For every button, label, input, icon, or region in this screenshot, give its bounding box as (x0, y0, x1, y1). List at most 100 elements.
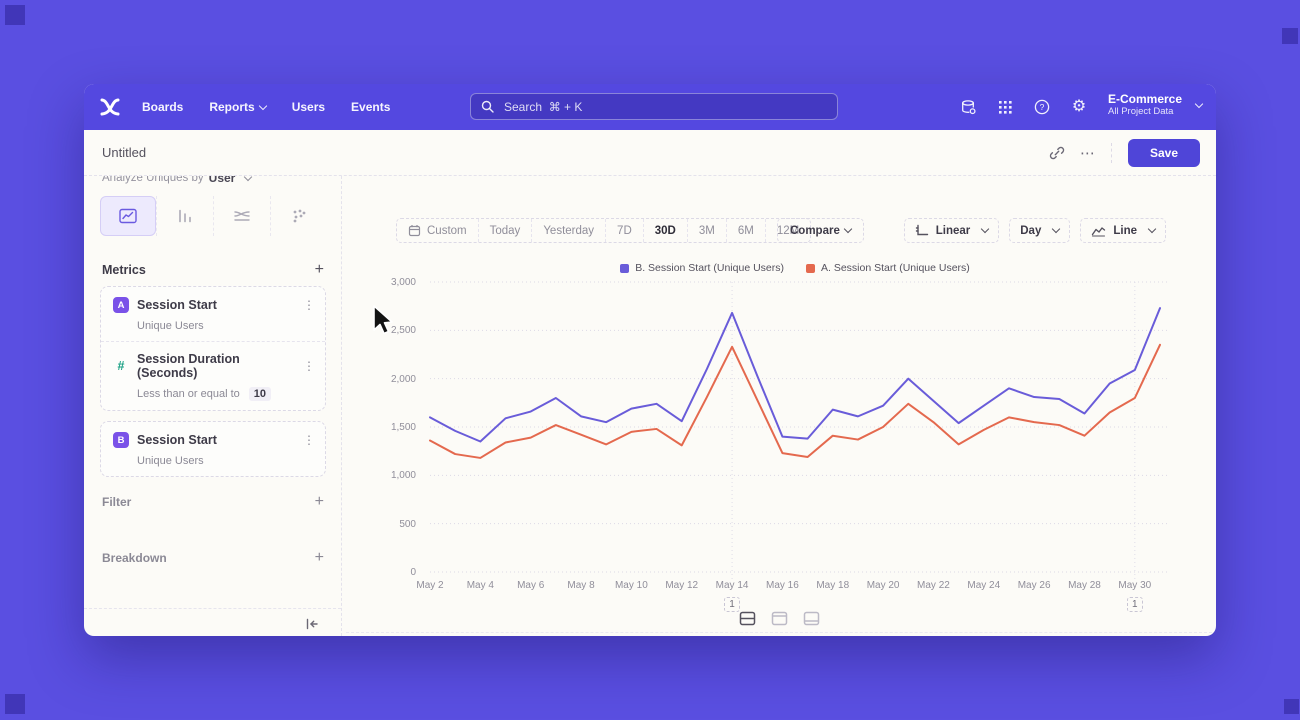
tab-bar-chart[interactable] (156, 196, 213, 236)
more-options-icon[interactable]: ⋯ (1080, 145, 1096, 162)
plot[interactable] (429, 281, 1168, 580)
metric-item-head: B Session Start ⋮ (113, 432, 315, 448)
mouse-cursor (371, 305, 395, 342)
add-breakdown-button[interactable]: + (314, 549, 324, 566)
kebab-menu-icon[interactable]: ⋮ (303, 298, 315, 312)
x-tick-label: May 24 (967, 580, 1001, 591)
metric-filter-value[interactable]: 10 (248, 387, 271, 401)
range-label: Custom (427, 224, 467, 237)
nav-item-users[interactable]: Users (291, 100, 326, 114)
search-icon (481, 100, 494, 113)
apps-grid-icon[interactable] (993, 94, 1017, 120)
metrics-list: A Session Start ⋮ Unique Users # Session Dura… (100, 286, 326, 477)
sidebar-footer (84, 608, 341, 636)
divider (1111, 143, 1113, 163)
nav-item-boards[interactable]: Boards (142, 100, 184, 114)
y-tick-label: 1,500 (390, 422, 416, 433)
range-12m[interactable]: 12M (764, 219, 810, 242)
range-30d[interactable]: 30D (642, 219, 687, 242)
metric-item[interactable]: A Session Start ⋮ Unique Users (101, 287, 325, 341)
calendar-icon (408, 224, 421, 237)
query-sidebar: Analyze Uniques by User Metrics (84, 176, 342, 636)
metric-item-head: # Session Duration (Seconds) ⋮ (113, 352, 315, 380)
report-title[interactable]: Untitled (102, 145, 147, 160)
search-input[interactable] (502, 98, 827, 115)
metric-badge: B (113, 432, 129, 448)
settings-gear-icon[interactable]: ⚙ (1071, 98, 1087, 115)
series-line[interactable] (429, 343, 1161, 459)
kebab-menu-icon[interactable]: ⋮ (303, 433, 315, 447)
range-label: Today (489, 224, 521, 237)
mixpanel-logo[interactable] (99, 97, 121, 117)
metric-subtitle: Less than or equal to 10 (137, 387, 315, 401)
annotation-badge[interactable]: 1 (724, 597, 741, 612)
legend-swatch (806, 263, 815, 273)
y-tick-label: 3,000 (390, 277, 416, 288)
nav-item-reports[interactable]: Reports (209, 100, 267, 114)
layout-table-view-button[interactable] (801, 609, 821, 627)
layout-chart-view-button[interactable] (769, 609, 789, 627)
compare-button[interactable]: Compare (777, 218, 864, 243)
range-label: 12M (776, 224, 800, 237)
x-axis: May 2 May 4 May 6 May 8 May 10 May 12 May 14 Ma… (416, 580, 1160, 594)
kebab-menu-icon[interactable]: ⋮ (303, 359, 315, 373)
x-tick-label: May 6 (517, 580, 545, 591)
data-management-icon[interactable] (956, 94, 980, 120)
annotation-badge[interactable]: 1 (1126, 597, 1143, 612)
x-tick-label: May 10 (614, 580, 648, 591)
chart-type-tabs (100, 196, 327, 236)
y-tick-label: 0 (410, 567, 416, 578)
metric-item[interactable]: B Session Start ⋮ Unique Users (101, 422, 325, 476)
y-tick-label: 2,000 (390, 373, 416, 385)
chart-type-dropdown[interactable]: Line (1080, 218, 1166, 243)
add-metric-button[interactable]: + (314, 261, 324, 278)
save-button[interactable]: Save (1128, 139, 1200, 167)
legend-item[interactable]: A. Session Start (Unique Users) (806, 262, 970, 274)
global-search[interactable] (470, 93, 838, 120)
metrics-section-head: Metrics + (102, 262, 324, 278)
legend-item[interactable]: B. Session Start (Unique Users) (620, 262, 784, 274)
tab-flow-chart[interactable] (213, 196, 270, 236)
tab-metric-chart[interactable] (270, 196, 327, 236)
analyze-uniques-row[interactable]: Analyze Uniques by User (102, 176, 253, 185)
project-switcher[interactable]: E-Commerce All Project Data (1108, 92, 1204, 118)
metric-item-head: A Session Start ⋮ (113, 297, 315, 313)
metric-name: Session Duration (Seconds) (137, 352, 240, 380)
range-7d[interactable]: 7D (605, 219, 643, 242)
copy-link-icon[interactable] (1049, 145, 1065, 161)
metric-item[interactable]: # Session Duration (Seconds) ⋮ Less than or… (101, 341, 325, 410)
range-3m[interactable]: 3M (686, 219, 726, 242)
range-6m[interactable]: 6M (725, 219, 765, 242)
scale-label: Linear (935, 224, 971, 237)
line-chart-canvas[interactable] (429, 281, 1168, 580)
range-label: 3M (698, 224, 715, 237)
nav-item-events[interactable]: Events (351, 100, 391, 114)
analyze-value[interactable]: User (208, 176, 236, 185)
range-label: 30D (654, 224, 676, 237)
x-tick-label: May 28 (1068, 580, 1101, 591)
backdrop-square (5, 5, 25, 25)
metric-name: Session Start (137, 433, 217, 447)
scale-dropdown[interactable]: Linear (903, 218, 1000, 243)
navbar-icon-group: ? ⚙ (956, 94, 1091, 120)
range-custom[interactable]: Custom (397, 219, 478, 242)
layout-split-view-button[interactable] (737, 609, 757, 627)
backdrop-square (1284, 699, 1299, 714)
divider (346, 632, 1212, 633)
interval-dropdown[interactable]: Day (1009, 218, 1071, 243)
tab-line-chart[interactable] (100, 196, 156, 236)
chart-panel: Custom Today Yesterday 7D 30D 3M 6M 12M Compare… (342, 176, 1216, 636)
add-filter-button[interactable]: + (314, 493, 324, 510)
collapse-sidebar-button[interactable] (305, 618, 319, 630)
legend-label: A. Session Start (Unique Users) (821, 262, 970, 274)
y-tick-label: 500 (399, 518, 416, 530)
range-today[interactable]: Today (477, 219, 532, 242)
svg-text:?: ? (1040, 102, 1045, 112)
series-line[interactable] (429, 307, 1161, 443)
help-icon[interactable]: ? (1030, 94, 1054, 120)
date-range-control: Custom Today Yesterday 7D 30D 3M 6M 12M (396, 218, 812, 243)
range-yesterday[interactable]: Yesterday (531, 219, 605, 242)
filter-header: Filter (102, 495, 132, 509)
chart-type-label: Line (1113, 224, 1137, 237)
